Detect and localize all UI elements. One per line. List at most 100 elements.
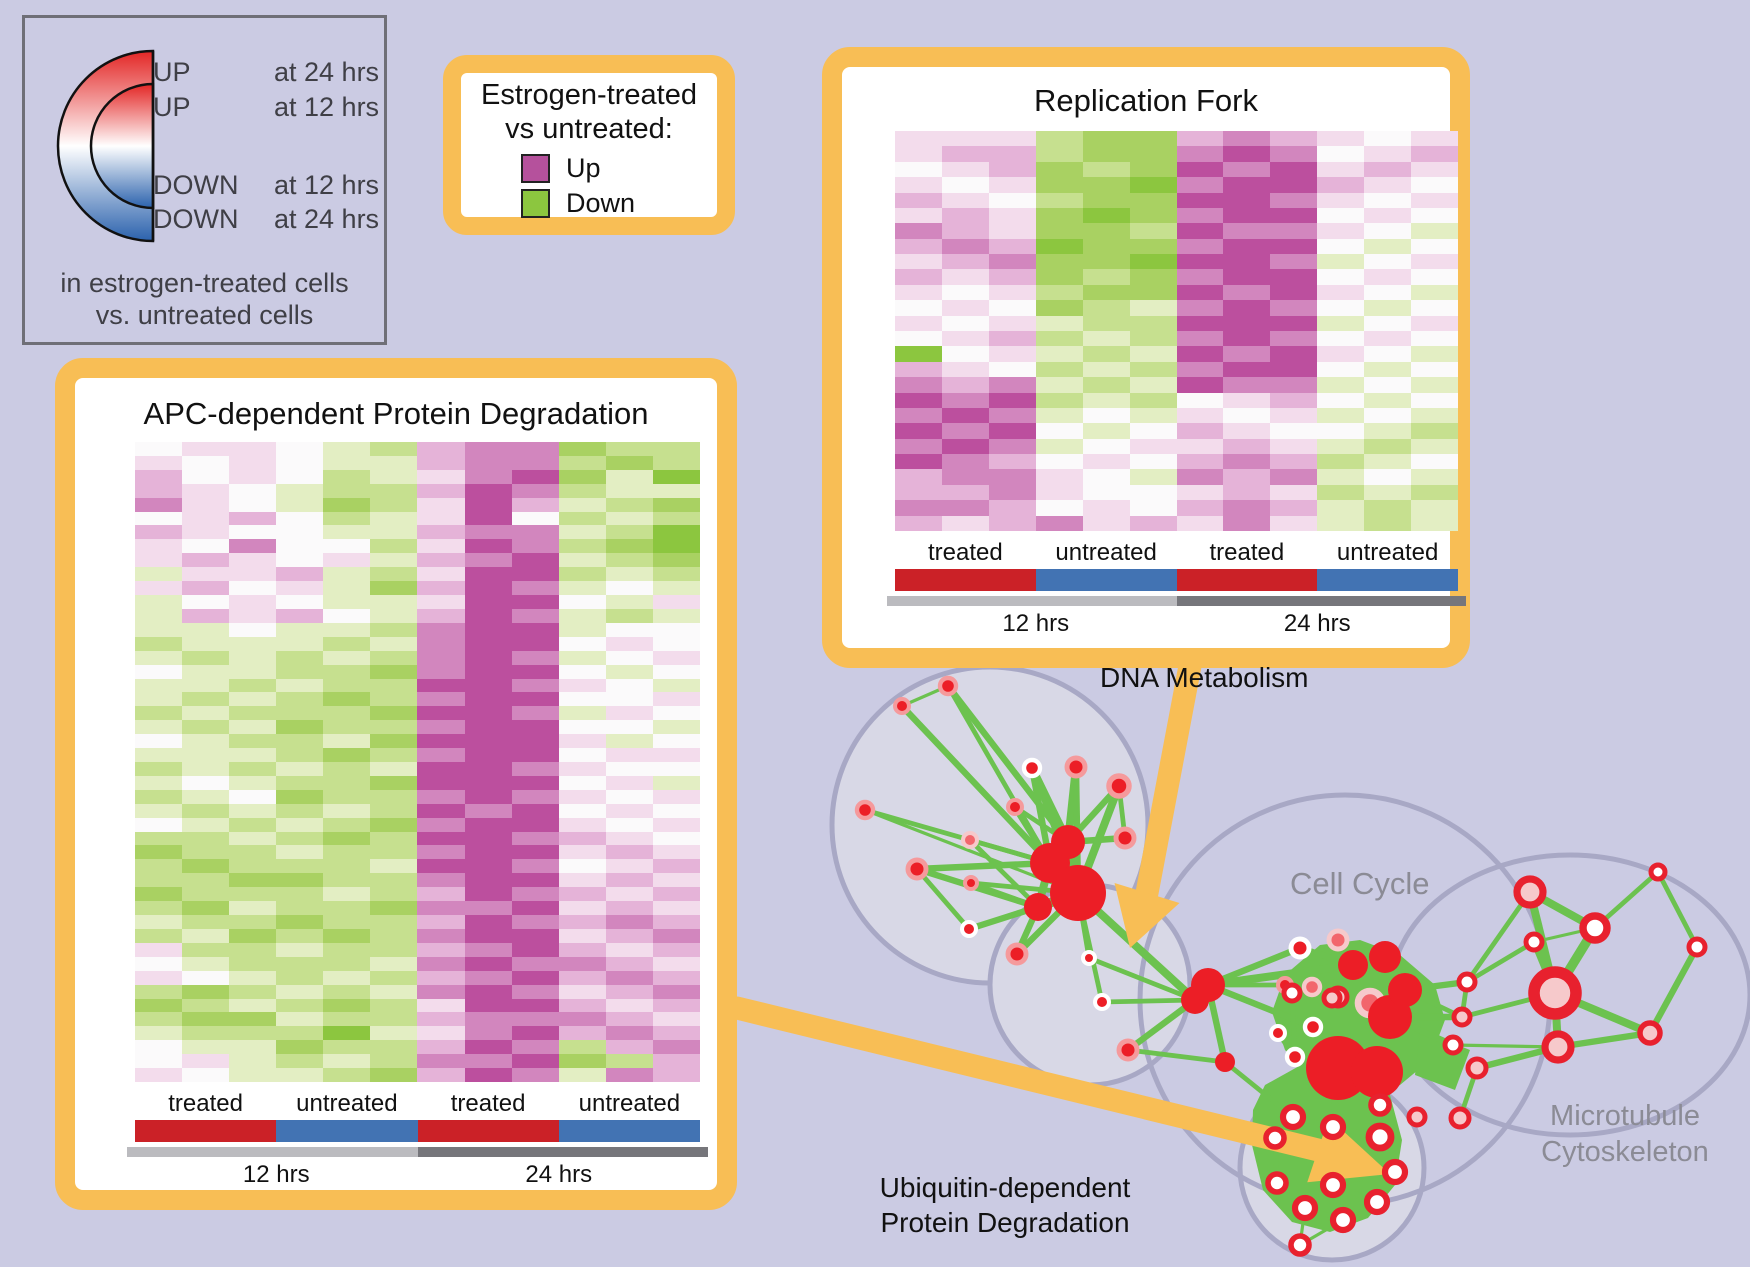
network-node (1113, 826, 1137, 850)
network-node (1263, 1126, 1287, 1150)
network-node (1329, 1206, 1357, 1234)
network-node (1284, 1046, 1306, 1068)
apc-panel: APC-dependent Protein Degradation treate… (55, 358, 737, 1210)
rf-group-label-1: treated (928, 539, 1003, 566)
network-node (1465, 1056, 1489, 1080)
network-edge (968, 838, 1040, 909)
legend-time-down24: at 24 hrs (274, 204, 380, 234)
network-edge (1088, 955, 1196, 1003)
network-node (1093, 993, 1111, 1011)
network-edge (1207, 961, 1354, 989)
network-node (1024, 893, 1052, 921)
network-node (1388, 973, 1422, 1007)
network-edge (1465, 890, 1532, 984)
network-edge (1647, 945, 1700, 1035)
network-node (1279, 1103, 1307, 1131)
legend-time-up12: at 12 hrs (274, 92, 380, 122)
rf-condition-bars (895, 569, 1458, 591)
apc-group-label-2: untreated (296, 1090, 398, 1117)
legend-time-up24: at 24 hrs (274, 57, 380, 87)
network-node (1269, 1024, 1287, 1042)
network-node (1368, 1093, 1392, 1117)
network-edge (864, 807, 1051, 866)
network-node (1021, 757, 1043, 779)
down-label: Down (566, 188, 636, 218)
network-edge (1127, 1047, 1226, 1065)
down-color-swatch (521, 189, 550, 218)
network-node (1579, 912, 1611, 944)
updown-circles-diagram (56, 49, 155, 243)
apc-group-label-1: treated (168, 1090, 243, 1117)
apc-time-label-24: 24 hrs (525, 1161, 593, 1188)
network-edge (1465, 939, 1536, 985)
network-node (1326, 928, 1350, 952)
network-node (960, 920, 978, 938)
network-node (1321, 987, 1343, 1009)
network-node (1191, 968, 1225, 1002)
apc-condition-bars (135, 1120, 700, 1142)
replication-fork-title: Replication Fork (1034, 83, 1258, 118)
network-node (1351, 1046, 1403, 1098)
network-node (1338, 950, 1368, 980)
network-node (961, 831, 979, 849)
callout-arrow-shaft (725, 996, 1330, 1162)
network-node (1050, 865, 1106, 921)
network-edge (1101, 997, 1196, 1005)
up-label: Up (566, 153, 601, 183)
network-node (1541, 1030, 1575, 1064)
up-color-swatch (521, 154, 550, 183)
network-node (1319, 1171, 1347, 1199)
network-node (1288, 936, 1312, 960)
circle-legend-box: UP at 24 hrs UP at 12 hrs DOWN at 12 hrs… (22, 15, 387, 345)
network-edge (1452, 1043, 1559, 1049)
network-node (1301, 976, 1323, 998)
network-node (1081, 950, 1097, 966)
rf-group-label-3: treated (1209, 539, 1285, 566)
network-node (905, 857, 929, 881)
network-node (1265, 1171, 1289, 1195)
network-node (1637, 1020, 1663, 1046)
apc-time-label-12: 12 hrs (242, 1161, 310, 1188)
network-node (1528, 966, 1582, 1020)
network-node (1288, 1233, 1312, 1257)
replication-fork-heatmap (895, 131, 1458, 531)
network-node (1686, 936, 1708, 958)
bottom-margin (0, 1267, 1750, 1279)
updown-legend-box: Estrogen-treated vs untreated: Up Down (443, 55, 735, 235)
network-node (1281, 982, 1303, 1004)
network-node (1442, 1034, 1464, 1056)
rf-group-label-2: untreated (1055, 539, 1157, 566)
replication-fork-panel: Replication Fork treated untreated treat… (822, 47, 1470, 668)
network-node (854, 799, 876, 821)
network-node (1648, 862, 1668, 882)
network-edge (916, 859, 1051, 873)
network-node (1456, 971, 1478, 993)
apc-group-label-4: untreated (578, 1090, 681, 1117)
network-node (1381, 1158, 1409, 1186)
legend-word-down24: DOWN (153, 204, 239, 234)
network-node (1363, 1188, 1391, 1216)
network-node (1451, 1006, 1473, 1028)
network-edge (1223, 1060, 1295, 1119)
network-node (1215, 1052, 1235, 1072)
network-edge (899, 703, 1053, 866)
network-edge (915, 867, 971, 931)
network-node (1302, 1016, 1324, 1038)
network-node (1006, 798, 1024, 816)
network-node (1523, 931, 1545, 953)
network-node (1064, 755, 1088, 779)
rf-time-label-12: 12 hrs (1002, 610, 1070, 637)
rf-group-label-4: untreated (1336, 539, 1439, 566)
legend-word-up12: UP (153, 92, 191, 122)
network-edge (1655, 870, 1700, 949)
apc-time-bars (127, 1147, 708, 1157)
apc-heatmap (135, 442, 700, 1082)
callout-arrow-head (1114, 882, 1180, 948)
network-node (1448, 1106, 1472, 1130)
network-node (1319, 1113, 1347, 1141)
network-node (893, 697, 911, 715)
apc-group-label-3: treated (450, 1090, 526, 1117)
legend-time-down12: at 12 hrs (274, 170, 380, 200)
